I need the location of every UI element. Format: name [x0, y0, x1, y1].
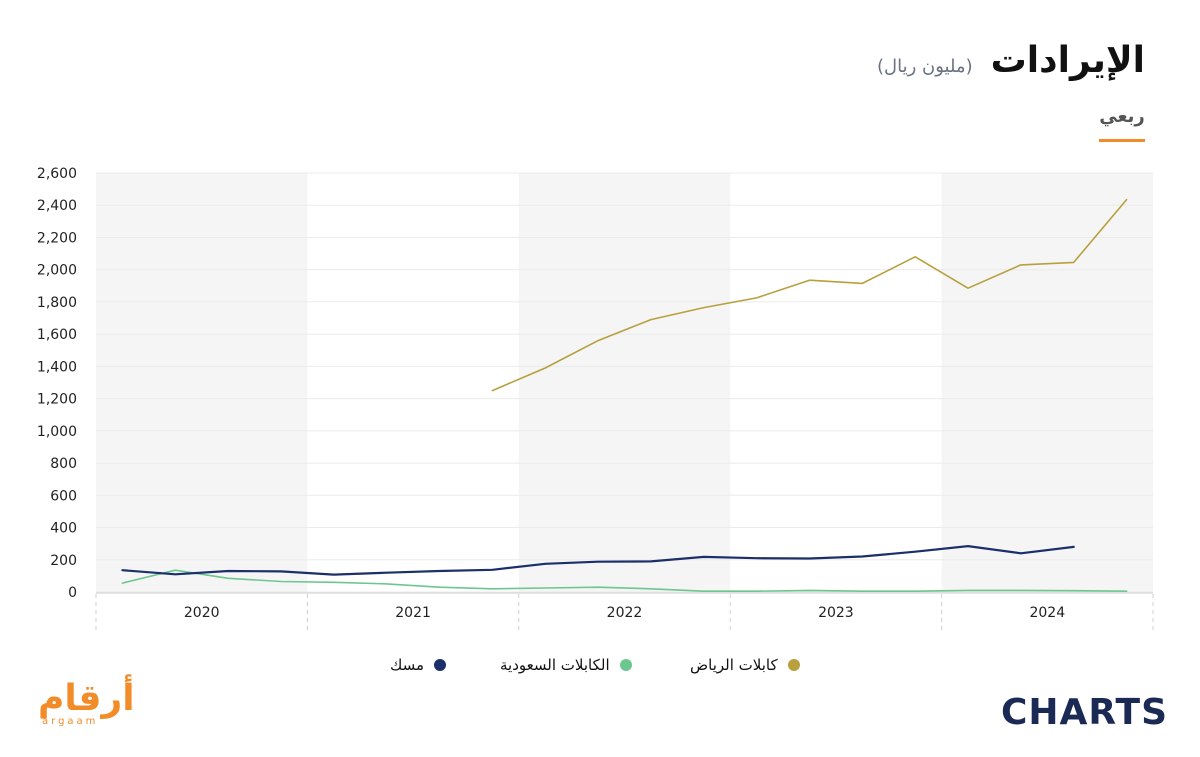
legend-label-mesc: مسك — [390, 656, 425, 674]
tab-active-underline — [1099, 139, 1145, 142]
legend-dot-mesc — [434, 659, 447, 671]
y-tick-label: 0 — [68, 585, 77, 601]
x-tick-label-2023: 2023 — [818, 605, 854, 621]
revenue-chart: 0 200 400 600 800 1,000 1,200 1,400 1,600 1,800 2,… — [37, 166, 1154, 634]
y-tick-label: 1,000 — [37, 424, 77, 440]
x-tick-label-2020: 2020 — [184, 605, 220, 621]
unit-label: (مليون ريال) — [877, 56, 973, 77]
legend-label-saudi-cables: الكابلات السعودية — [500, 656, 610, 674]
legend-item-riyadh-cables[interactable]: كابلات الرياض — [690, 656, 800, 674]
y-tick-label: 200 — [50, 553, 77, 569]
y-tick-label: 2,400 — [37, 198, 77, 214]
y-tick-label: 2,200 — [37, 230, 77, 246]
series-line-1 — [121, 569, 1128, 592]
legend-dot-riyadh-cables — [787, 659, 800, 671]
tab-quarterly[interactable]: ربعي — [1099, 106, 1145, 127]
x-tick-label-2024: 2024 — [1029, 605, 1065, 621]
charts-logo: CHARTS — [1001, 692, 1168, 733]
year-band-2024 — [941, 173, 1153, 592]
x-tick-label-2021: 2021 — [395, 605, 431, 621]
argaam-logo-arabic: أرقام — [38, 678, 135, 719]
y-tick-label: 400 — [50, 521, 77, 537]
y-tick-label: 1,800 — [37, 295, 77, 311]
legend-item-saudi-cables[interactable]: الكابلات السعودية — [500, 656, 632, 674]
y-tick-label: 1,600 — [37, 327, 77, 343]
legend-label-riyadh-cables: كابلات الرياض — [690, 656, 778, 674]
title-row: الإيرادات (مليون ريال) — [877, 40, 1145, 88]
x-tick-label-2022: 2022 — [607, 605, 643, 621]
y-tick-label: 1,200 — [37, 392, 77, 408]
y-tick-label: 600 — [50, 488, 77, 504]
page-title: الإيرادات — [990, 40, 1145, 81]
legend: كابلات الرياض الكابلات السعودية مسك — [0, 656, 1200, 682]
series-line-2 — [121, 545, 1075, 576]
legend-item-mesc[interactable]: مسك — [390, 656, 447, 674]
y-tick-label: 800 — [50, 456, 77, 472]
argaam-logo: أرقام argaam — [38, 678, 135, 728]
legend-dot-saudi-cables — [619, 659, 632, 671]
argaam-logo-latin: argaam — [42, 716, 99, 727]
y-tick-label: 1,400 — [37, 359, 77, 375]
series-line-0 — [491, 198, 1128, 392]
year-band-2020 — [96, 173, 308, 592]
y-tick-label: 2,600 — [37, 166, 77, 182]
year-band-2022 — [518, 173, 731, 592]
y-tick-label: 2,000 — [37, 263, 77, 279]
